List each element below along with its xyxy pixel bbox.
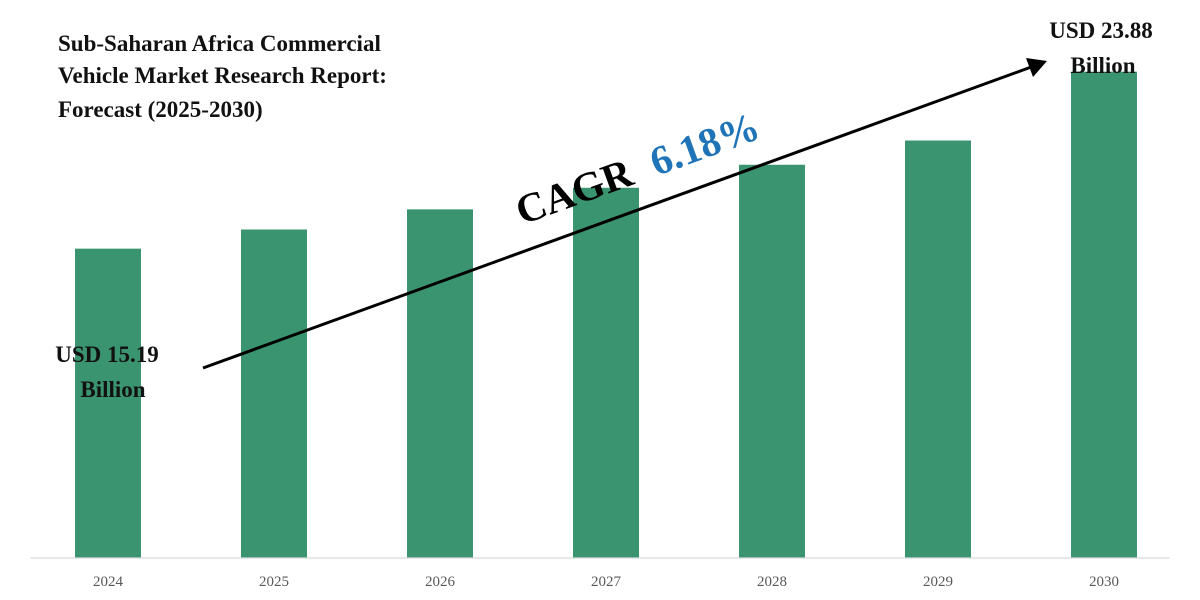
start-value-annotation: USD 15.19 Billion <box>55 342 159 402</box>
bar-2027 <box>573 187 639 559</box>
bar-2026 <box>407 209 473 559</box>
bar-2028 <box>739 164 805 558</box>
end-value-annotation: USD 23.88 Billion <box>1049 18 1153 78</box>
chart-title-line-3: Forecast (2025-2030) <box>58 97 263 122</box>
x-tick-label-2025: 2025 <box>259 574 289 590</box>
bar-2024 <box>75 248 141 559</box>
end-value-line-2: Billion <box>1070 53 1135 78</box>
x-tick-labels: 2024 2025 2026 2027 2028 2029 2030 <box>93 574 1119 590</box>
bar-2025 <box>241 229 307 559</box>
start-value-line-2: Billion <box>80 377 145 402</box>
trend-arrow-line <box>202 64 1035 370</box>
x-tick-label-2024: 2024 <box>93 574 124 590</box>
end-value-line-1: USD 23.88 <box>1049 18 1153 43</box>
x-tick-label-2027: 2027 <box>591 574 622 590</box>
trend-arrow <box>202 58 1047 370</box>
x-tick-label-2028: 2028 <box>757 574 787 590</box>
start-value-line-1: USD 15.19 <box>55 342 159 367</box>
x-tick-label-2030: 2030 <box>1089 574 1119 590</box>
trend-arrow-head <box>1026 58 1047 77</box>
x-tick-label-2026: 2026 <box>425 574 456 590</box>
bar-2029 <box>905 140 971 558</box>
chart-title-line-2: Vehicle Market Research Report: <box>58 63 387 88</box>
x-tick-label-2029: 2029 <box>923 574 953 590</box>
bar-2030 <box>1071 71 1137 559</box>
bars-group <box>75 71 1137 559</box>
chart-title: Sub-Saharan Africa Commercial Vehicle Ma… <box>58 31 387 122</box>
chart-title-line-1: Sub-Saharan Africa Commercial <box>58 31 381 56</box>
